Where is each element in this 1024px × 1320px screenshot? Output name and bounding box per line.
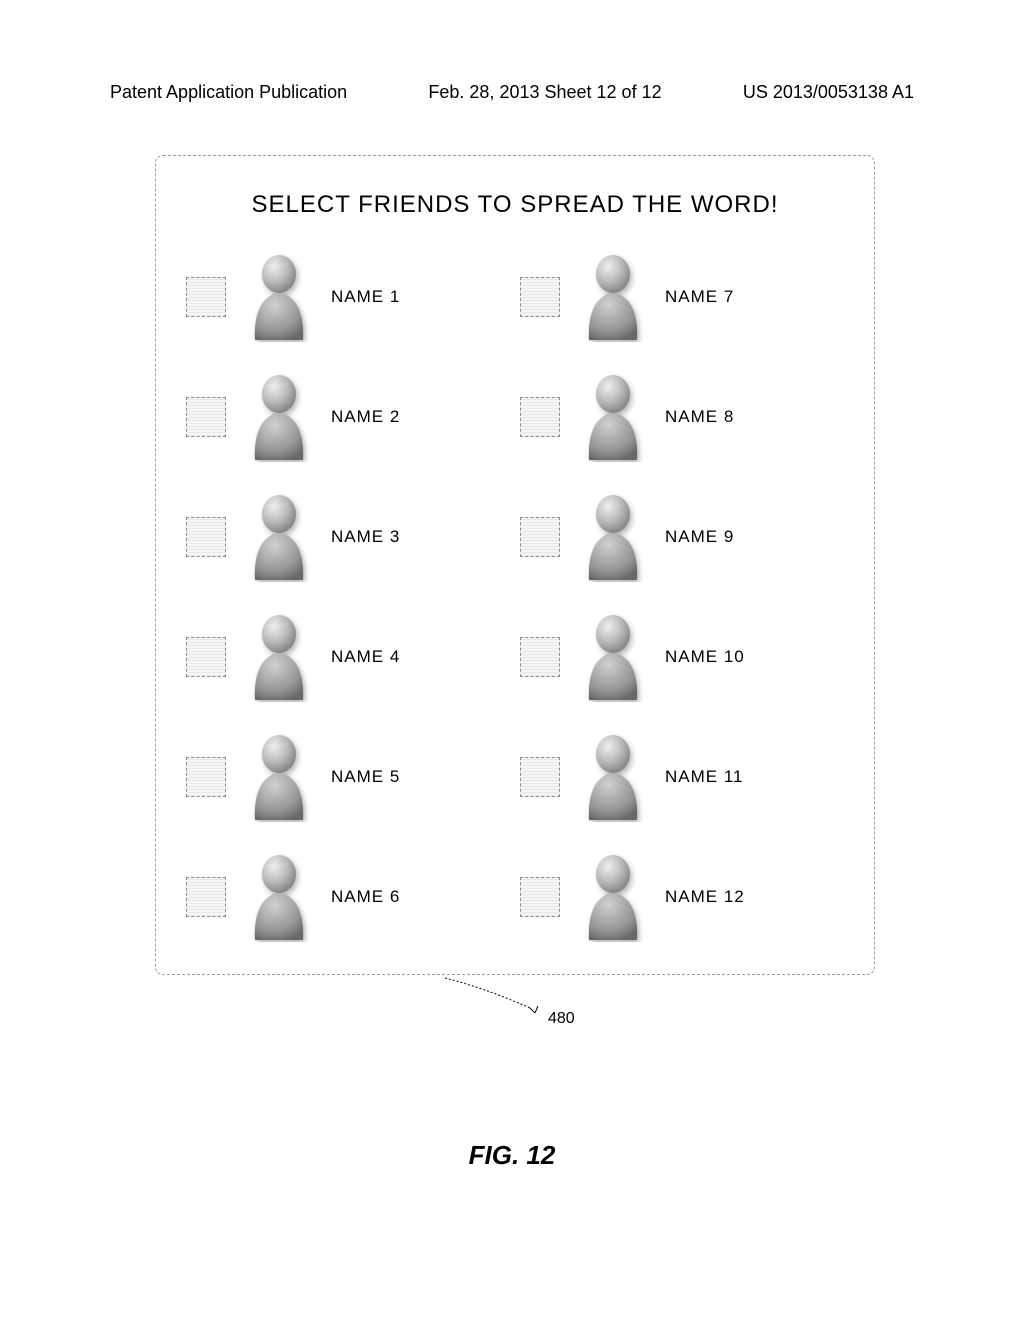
friend-row: NAME 5 xyxy=(186,717,510,837)
friend-name-label: NAME 2 xyxy=(331,407,400,427)
avatar-icon xyxy=(241,372,316,462)
friend-name-label: NAME 1 xyxy=(331,287,400,307)
friend-row: NAME 4 xyxy=(186,597,510,717)
friend-checkbox[interactable] xyxy=(186,637,226,677)
friend-row: NAME 9 xyxy=(520,477,844,597)
friend-checkbox[interactable] xyxy=(186,877,226,917)
friend-row: NAME 11 xyxy=(520,717,844,837)
friend-row: NAME 8 xyxy=(520,357,844,477)
friend-checkbox[interactable] xyxy=(186,277,226,317)
friend-name-label: NAME 12 xyxy=(665,887,745,907)
friends-grid: NAME 1 NAME 7 NAME 2 xyxy=(186,237,844,957)
friend-name-label: NAME 5 xyxy=(331,767,400,787)
friend-checkbox[interactable] xyxy=(520,637,560,677)
friend-checkbox[interactable] xyxy=(520,517,560,557)
friend-row: NAME 1 xyxy=(186,237,510,357)
friend-row: NAME 2 xyxy=(186,357,510,477)
friend-selection-dialog: SELECT FRIENDS TO SPREAD THE WORD! xyxy=(155,155,875,975)
friend-row: NAME 12 xyxy=(520,837,844,957)
friend-name-label: NAME 11 xyxy=(665,767,744,787)
friend-checkbox[interactable] xyxy=(520,277,560,317)
friend-name-label: NAME 10 xyxy=(665,647,745,667)
avatar-icon xyxy=(575,372,650,462)
friend-row: NAME 10 xyxy=(520,597,844,717)
avatar-icon xyxy=(241,252,316,342)
friend-checkbox[interactable] xyxy=(186,757,226,797)
avatar-icon xyxy=(575,612,650,702)
header-publication: Patent Application Publication xyxy=(110,82,347,103)
friend-row: NAME 6 xyxy=(186,837,510,957)
friend-row: NAME 3 xyxy=(186,477,510,597)
friend-name-label: NAME 8 xyxy=(665,407,734,427)
avatar-icon xyxy=(241,612,316,702)
avatar-icon xyxy=(575,732,650,822)
friend-checkbox[interactable] xyxy=(520,757,560,797)
header-date-sheet: Feb. 28, 2013 Sheet 12 of 12 xyxy=(428,82,661,103)
avatar-icon xyxy=(575,852,650,942)
friend-name-label: NAME 6 xyxy=(331,887,400,907)
friend-checkbox[interactable] xyxy=(520,877,560,917)
friend-checkbox[interactable] xyxy=(186,397,226,437)
avatar-icon xyxy=(575,492,650,582)
avatar-icon xyxy=(575,252,650,342)
friend-checkbox[interactable] xyxy=(520,397,560,437)
dialog-title: SELECT FRIENDS TO SPREAD THE WORD! xyxy=(186,191,844,219)
figure-label: FIG. 12 xyxy=(0,1140,1024,1171)
friend-name-label: NAME 3 xyxy=(331,527,400,547)
avatar-icon xyxy=(241,492,316,582)
avatar-icon xyxy=(241,852,316,942)
friend-checkbox[interactable] xyxy=(186,517,226,557)
friend-name-label: NAME 9 xyxy=(665,527,734,547)
reference-number: 480 xyxy=(548,1010,575,1028)
avatar-icon xyxy=(241,732,316,822)
friend-row: NAME 7 xyxy=(520,237,844,357)
friend-name-label: NAME 4 xyxy=(331,647,400,667)
page-header: Patent Application Publication Feb. 28, … xyxy=(0,82,1024,103)
reference-leader-line xyxy=(435,973,555,1013)
friend-name-label: NAME 7 xyxy=(665,287,734,307)
header-patent-number: US 2013/0053138 A1 xyxy=(743,82,914,103)
